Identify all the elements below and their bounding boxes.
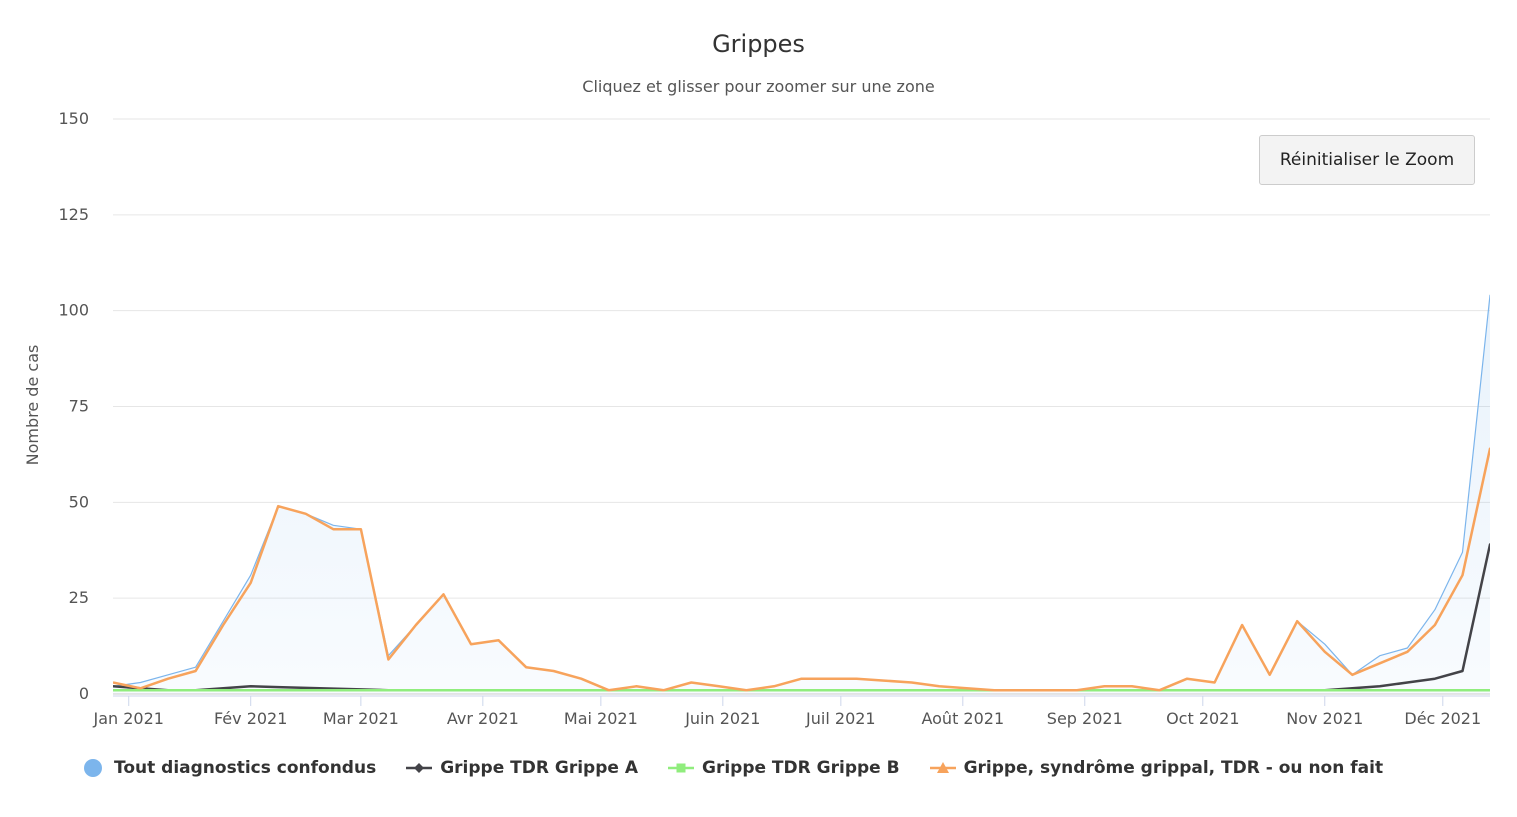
diamond-marker-icon — [406, 763, 433, 773]
series-line — [113, 447, 1490, 692]
reset-zoom-button[interactable]: Réinitialiser le Zoom — [1259, 135, 1475, 185]
chart-subtitle: Cliquez et glisser pour zoomer sur une z… — [582, 77, 935, 96]
x-tick-label: Oct 2021 — [1166, 709, 1239, 728]
square-marker-icon — [667, 763, 694, 773]
y-tick-label: 50 — [69, 492, 89, 511]
series-area — [113, 295, 1490, 694]
x-tick-label: Nov 2021 — [1286, 709, 1363, 728]
circle-marker-icon — [84, 759, 102, 777]
x-tick-label: Fév 2021 — [214, 709, 287, 728]
legend: Tout diagnostics confondus Grippe TDR Gri… — [80, 753, 1413, 783]
x-tick-label: Août 2021 — [921, 709, 1004, 728]
y-axis-title: Nombre de cas — [23, 345, 42, 466]
x-tick-label: Déc 2021 — [1404, 709, 1481, 728]
y-tick-label: 100 — [58, 301, 89, 320]
x-tick-label: Juil 2021 — [805, 709, 876, 728]
legend-label: Grippe TDR Grippe B — [701, 758, 900, 778]
legend-label: Grippe TDR Grippe A — [440, 758, 638, 778]
x-tick-label: Avr 2021 — [447, 709, 519, 728]
legend-item-1[interactable]: Tout diagnostics confondus — [80, 758, 376, 778]
x-tick-label: Mar 2021 — [323, 709, 399, 728]
x-tick-label: Jan 2021 — [93, 709, 164, 728]
legend-label: Tout diagnostics confondus — [114, 758, 377, 778]
x-tick-label: Sep 2021 — [1047, 709, 1123, 728]
series-layer — [113, 294, 1517, 694]
y-tick-label: 125 — [58, 205, 89, 224]
legend-label: Grippe, syndrôme grippal, TDR - ou non f… — [963, 758, 1384, 778]
legend-item-3[interactable]: Grippe TDR Grippe B — [667, 758, 900, 778]
x-tick-label: Mai 2021 — [564, 709, 638, 728]
legend-item-4[interactable]: Grippe, syndrôme grippal, TDR - ou non f… — [929, 758, 1384, 778]
y-tick-label: 150 — [58, 109, 89, 128]
y-tick-label: 75 — [69, 397, 89, 416]
y-tick-label: 25 — [69, 588, 89, 607]
x-tick-label: Juin 2021 — [684, 709, 760, 728]
chart-title: Grippes — [712, 30, 805, 58]
triangle-marker-icon — [929, 762, 956, 773]
x-axis-ticks: Jan 2021 Fév 2021 Mar 2021 Avr 2021 Mai 2021… — [93, 696, 1481, 728]
series-4[interactable] — [113, 441, 1517, 692]
y-tick-label: 0 — [79, 684, 89, 703]
y-axis-ticks: 0 25 50 75 100 125 150 — [58, 109, 89, 703]
legend-item-2[interactable]: Grippe TDR Grippe A — [406, 758, 638, 778]
